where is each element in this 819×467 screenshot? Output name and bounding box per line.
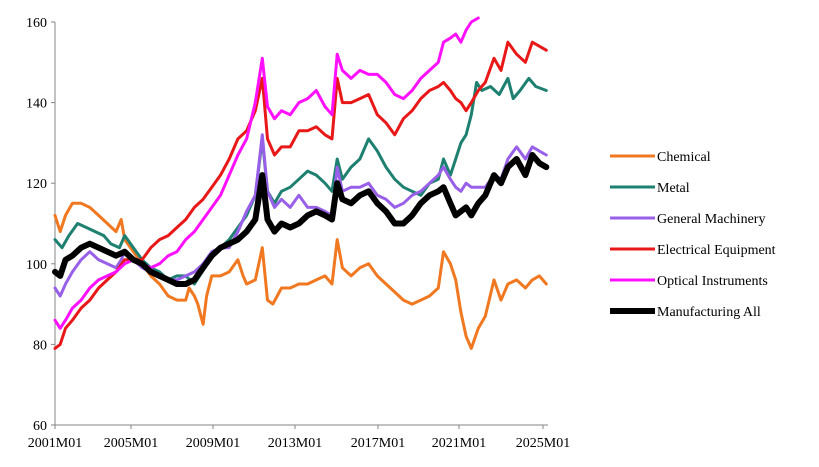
x-tick-label: 2005M01 — [104, 436, 158, 451]
y-tick-label: 160 — [26, 16, 47, 31]
legend-label-metal: Metal — [657, 181, 690, 196]
x-tick-label: 2025M01 — [516, 436, 570, 451]
y-tick-label: 120 — [26, 177, 47, 192]
axes: 60 80 100 120 140 160 2001M01 2005M01 2009M01 201… — [26, 16, 570, 451]
x-tick-label: 2001M01 — [28, 436, 82, 451]
legend-label-manufacturing-all: Manufacturing All — [657, 305, 761, 320]
series-line-manufacturing-all — [55, 155, 546, 284]
x-tick-label: 2013M01 — [268, 436, 322, 451]
y-tick-label: 80 — [33, 338, 47, 353]
x-tick-label: 2009M01 — [186, 436, 240, 451]
legend-label-general-machinery: General Machinery — [657, 212, 765, 227]
series-lines — [55, 18, 546, 348]
x-tick-label: 2021M01 — [432, 436, 486, 451]
legend-label-chemical: Chemical — [657, 150, 711, 165]
y-tick-label: 140 — [26, 97, 47, 112]
y-tick-label: 60 — [33, 419, 47, 434]
y-tick-label: 100 — [26, 258, 47, 273]
legend: Chemical Metal General Machinery Electrical… — [610, 150, 776, 320]
x-tick-label: 2017M01 — [351, 436, 405, 451]
legend-label-electrical-equipment: Electrical Equipment — [657, 243, 776, 258]
legend-label-optical-instruments: Optical Instruments — [657, 274, 768, 289]
